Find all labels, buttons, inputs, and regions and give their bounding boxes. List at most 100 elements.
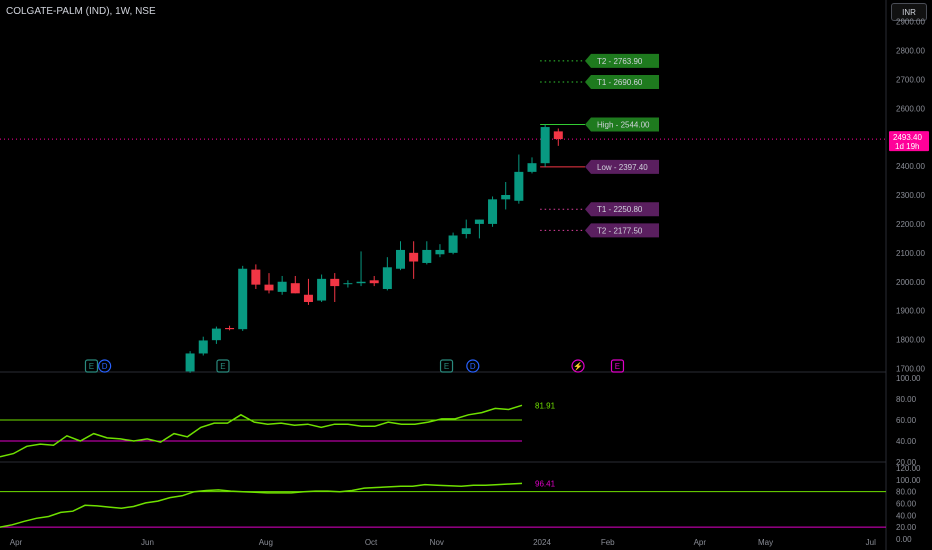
indicator-line — [0, 404, 523, 458]
earnings-upcoming-event-badge — [610, 359, 625, 373]
candle-body — [211, 328, 221, 341]
level-tag — [585, 117, 659, 132]
candle-body — [330, 278, 340, 287]
indicator-tick-label: 100.00 — [896, 374, 921, 383]
candles-layer — [185, 124, 563, 373]
price-pane[interactable] — [0, 371, 886, 463]
dividend-event-badge — [98, 359, 112, 373]
price-tick-label: 2900.00 — [896, 18, 925, 27]
time-tick-label: Feb — [601, 538, 615, 547]
candle-body — [382, 267, 392, 289]
indicator-tick-label: 40.00 — [896, 511, 917, 520]
candle-body — [501, 195, 511, 200]
time-tick-label: May — [758, 538, 773, 547]
split-event-badge — [571, 359, 585, 373]
indicator-tick-label: 80.00 — [896, 395, 917, 404]
time-tick-label: Oct — [365, 538, 378, 547]
current-price-label: 2493.40 — [893, 133, 922, 142]
earnings-event-badge — [439, 359, 454, 373]
price-axis[interactable]: 1700.00 1800.00 1900.00 2000.00 2100.00 2200.… — [885, 0, 925, 550]
candle-body — [303, 294, 313, 302]
candle-body — [277, 281, 287, 292]
level-tag — [585, 202, 659, 217]
current-price-layer: 2493.40 1d 19h — [0, 131, 929, 152]
event-badge-label: D — [102, 362, 108, 371]
price-tick-label: 2100.00 — [896, 249, 925, 258]
price-tick-label: 2300.00 — [896, 191, 925, 200]
price-tick-label: 2700.00 — [896, 75, 925, 84]
indicator-tick-label: 40.00 — [896, 437, 917, 446]
level-tag — [585, 223, 659, 238]
chart-title: COLGATE-PALM (IND), 1W, NSE — [6, 6, 156, 17]
level-label: T1 - 2690.60 — [597, 78, 643, 87]
price-tick-label: 1900.00 — [896, 307, 925, 316]
candle-body — [435, 249, 445, 255]
candle-body — [343, 283, 353, 285]
event-badge-label: E — [89, 362, 94, 371]
candle-body — [264, 284, 274, 291]
price-tick-label: 2800.00 — [896, 46, 925, 55]
time-axis[interactable]: Apr Jun Aug Oct Nov 2024 Feb Apr May Jul — [10, 538, 876, 547]
indicator-tick-label: 60.00 — [896, 416, 917, 425]
event-badge-label: E — [615, 362, 620, 371]
indicator-tick-label: 120.00 — [896, 464, 921, 473]
current-price-tag — [889, 131, 929, 152]
indicator-value-label: 81.91 — [535, 401, 556, 410]
event-badge-label: E — [444, 362, 449, 371]
price-tick-label: 2000.00 — [896, 278, 925, 287]
indicator-tick-label: 80.00 — [896, 488, 917, 497]
indicator-pane-2[interactable]: 0.00 20.00 40.00 60.00 80.00 100.00 120.00 96.4… — [0, 464, 921, 544]
candle-body — [540, 127, 550, 164]
level-label: T2 - 2177.50 — [597, 226, 643, 235]
candle-body — [185, 353, 195, 372]
indicator-tick-label: 0.00 — [896, 535, 912, 544]
indicator-line — [0, 482, 523, 528]
candle-body — [356, 281, 366, 284]
candle-body — [488, 199, 498, 224]
price-tick-label: 1800.00 — [896, 336, 925, 345]
earnings-event-badge — [216, 359, 230, 373]
currency-button[interactable]: INR — [891, 3, 927, 21]
time-tick-label: Jul — [866, 538, 876, 547]
candle-body — [369, 280, 379, 284]
candle-body — [409, 252, 419, 262]
level-label: T1 - 2250.80 — [597, 205, 643, 214]
candle-body — [317, 278, 327, 301]
time-tick-label: Apr — [10, 538, 23, 547]
earnings-event-badge — [84, 359, 99, 373]
candle-body — [553, 131, 563, 140]
indicator-pane-1[interactable]: 20.00 40.00 60.00 80.00 100.00 81.91 — [0, 374, 921, 467]
level-label: High - 2544.00 — [597, 120, 650, 129]
candle-body — [290, 283, 300, 294]
indicator-tick-label: 100.00 — [896, 476, 921, 485]
candle-body — [238, 268, 248, 330]
time-tick-label: 2024 — [533, 538, 551, 547]
time-tick-label: Jun — [141, 538, 154, 547]
candle-body — [198, 340, 208, 354]
event-badge-label: E — [220, 362, 225, 371]
indicator-tick-label: 60.00 — [896, 500, 917, 509]
level-tag — [585, 159, 659, 174]
event-badge-label: ⚡ — [573, 361, 583, 371]
time-tick-label: Apr — [694, 538, 707, 547]
price-tick-label: 1700.00 — [896, 365, 925, 374]
level-label: T2 - 2763.90 — [597, 57, 643, 66]
time-tick-label: Aug — [259, 538, 273, 547]
level-tag — [585, 53, 659, 68]
indicator-tick-label: 20.00 — [896, 458, 917, 467]
price-tick-label: 2600.00 — [896, 104, 925, 113]
levels-layer: T2 - 2763.90 T1 - 2690.60 High - 2544.00 Lo… — [540, 53, 659, 238]
candle-body — [251, 269, 261, 285]
indicator-tick-label: 20.00 — [896, 523, 917, 532]
candle-body — [396, 249, 405, 269]
dividend-event-badge — [466, 359, 480, 373]
level-label: Low - 2397.40 — [597, 163, 648, 172]
time-tick-label: Nov — [430, 538, 444, 547]
candle-body — [225, 328, 235, 330]
level-tag — [585, 75, 659, 90]
candle-body — [461, 228, 471, 235]
candle-body — [422, 249, 432, 263]
price-tick-label: 2200.00 — [896, 220, 925, 229]
candle-body — [448, 235, 458, 253]
